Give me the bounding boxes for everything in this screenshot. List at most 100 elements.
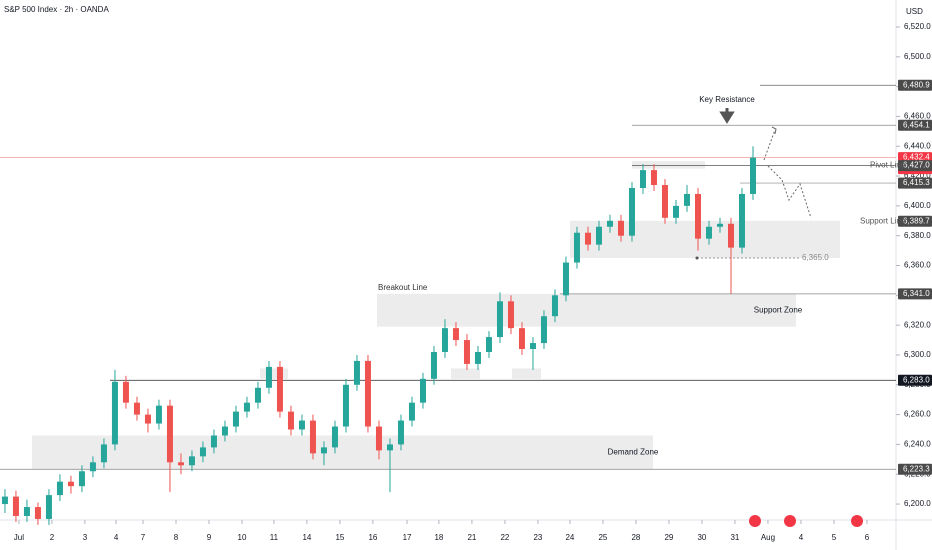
candle-body <box>628 187 635 236</box>
candle-body <box>12 496 19 516</box>
candle-body <box>67 481 74 487</box>
zone-label: Demand Zone <box>608 448 659 457</box>
candle-body <box>694 193 701 239</box>
candle-body <box>496 301 503 338</box>
candle-body <box>419 378 426 403</box>
zone <box>632 161 705 169</box>
candle-body <box>408 402 415 421</box>
candle-body <box>661 185 668 218</box>
annotation: Key Resistance <box>699 95 755 104</box>
candle-body <box>540 316 547 344</box>
candle-body <box>298 420 305 430</box>
zone <box>32 435 653 470</box>
candle-body <box>232 411 239 427</box>
x-tick-label: 8 <box>174 533 179 542</box>
candle-body <box>639 170 646 188</box>
price-badge <box>898 374 932 386</box>
price-badge-label: 6,427.0 <box>903 161 930 170</box>
x-tick-label: Jul <box>14 533 24 542</box>
candle-body <box>727 223 734 248</box>
candle-body <box>34 507 41 519</box>
chart-title: S&P 500 Index · 2h · OANDA <box>4 5 109 14</box>
candle-body <box>529 343 536 350</box>
candle-body <box>221 426 228 436</box>
candle-body <box>606 220 613 227</box>
y-tick-label: 6,520.0 <box>904 22 931 31</box>
candle-body <box>1 496 8 505</box>
price-badge <box>898 288 932 300</box>
candle-body <box>738 193 745 248</box>
event-icon <box>784 515 796 527</box>
x-tick-label: 25 <box>598 533 607 542</box>
x-tick-label: 4 <box>799 533 804 542</box>
y-tick-label: 6,460.0 <box>904 112 931 121</box>
candle-body <box>309 420 316 454</box>
candle-body <box>177 462 184 466</box>
candle-body <box>705 226 712 239</box>
y-tick-label: 6,500.0 <box>904 52 931 61</box>
y-tick-label: 6,420.0 <box>904 171 931 180</box>
candle-body <box>573 232 580 263</box>
zone <box>451 368 480 379</box>
projection-down <box>767 165 812 219</box>
candle-body <box>749 157 756 194</box>
candle-body <box>89 462 96 472</box>
currency: USD <box>906 7 923 16</box>
y-tick-label: 6,360.0 <box>904 261 931 270</box>
candle-body <box>265 366 272 388</box>
candle-body <box>452 328 459 341</box>
candle-body <box>78 471 85 487</box>
x-tick-label: 9 <box>207 533 212 542</box>
projection-up <box>763 129 776 161</box>
x-tick-label: 5 <box>832 533 837 542</box>
y-tick-label: 6,440.0 <box>904 141 931 150</box>
y-tick-label: 6,260.0 <box>904 410 931 419</box>
candle-body <box>430 351 437 379</box>
price-badge-label: 6,432.4 <box>903 153 930 162</box>
candle-body <box>716 223 723 227</box>
candle-body <box>672 205 679 218</box>
price-badge-label: 6,415.3 <box>903 178 930 187</box>
x-tick-label: 24 <box>565 533 574 542</box>
candle-body <box>551 295 558 317</box>
x-tick-label: 3 <box>83 533 88 542</box>
candle-body <box>199 447 206 457</box>
annotation: Support Line <box>860 216 906 225</box>
candle-body <box>254 387 261 403</box>
price-badge <box>898 463 932 475</box>
candle-body <box>584 232 591 245</box>
x-tick-label: 6 <box>865 533 870 542</box>
zone <box>570 220 840 259</box>
price-badge <box>898 119 932 131</box>
x-tick-label: Aug <box>761 533 775 542</box>
arrow-down <box>719 108 735 124</box>
candle-body <box>518 328 525 350</box>
zone <box>512 368 541 379</box>
candle-body <box>155 405 162 424</box>
price-badge <box>898 79 932 91</box>
x-tick-label: 30 <box>697 533 706 542</box>
x-tick-label: 18 <box>434 533 443 542</box>
candle-body <box>166 405 173 463</box>
x-tick-label: 14 <box>302 533 311 542</box>
y-tick-label: 6,200.0 <box>904 499 931 508</box>
candle-body <box>276 366 283 412</box>
candle-body <box>474 351 481 364</box>
candle-body <box>364 360 371 427</box>
candle-body <box>287 411 294 430</box>
candle-body <box>397 420 404 445</box>
candle-body <box>562 262 569 296</box>
candle-body <box>56 481 63 496</box>
x-tick-label: 17 <box>403 533 412 542</box>
candle-body <box>342 384 349 427</box>
x-tick-label: 31 <box>730 533 739 542</box>
x-tick-label: 7 <box>141 533 146 542</box>
arrowhead <box>771 126 777 135</box>
candle-body <box>617 220 624 236</box>
price-badge-label: 6,223.3 <box>903 464 930 473</box>
marker-dot <box>695 256 699 260</box>
marker-label: 6,365.0 <box>802 253 829 262</box>
x-tick-label: 16 <box>368 533 377 542</box>
candle-body <box>111 381 118 445</box>
